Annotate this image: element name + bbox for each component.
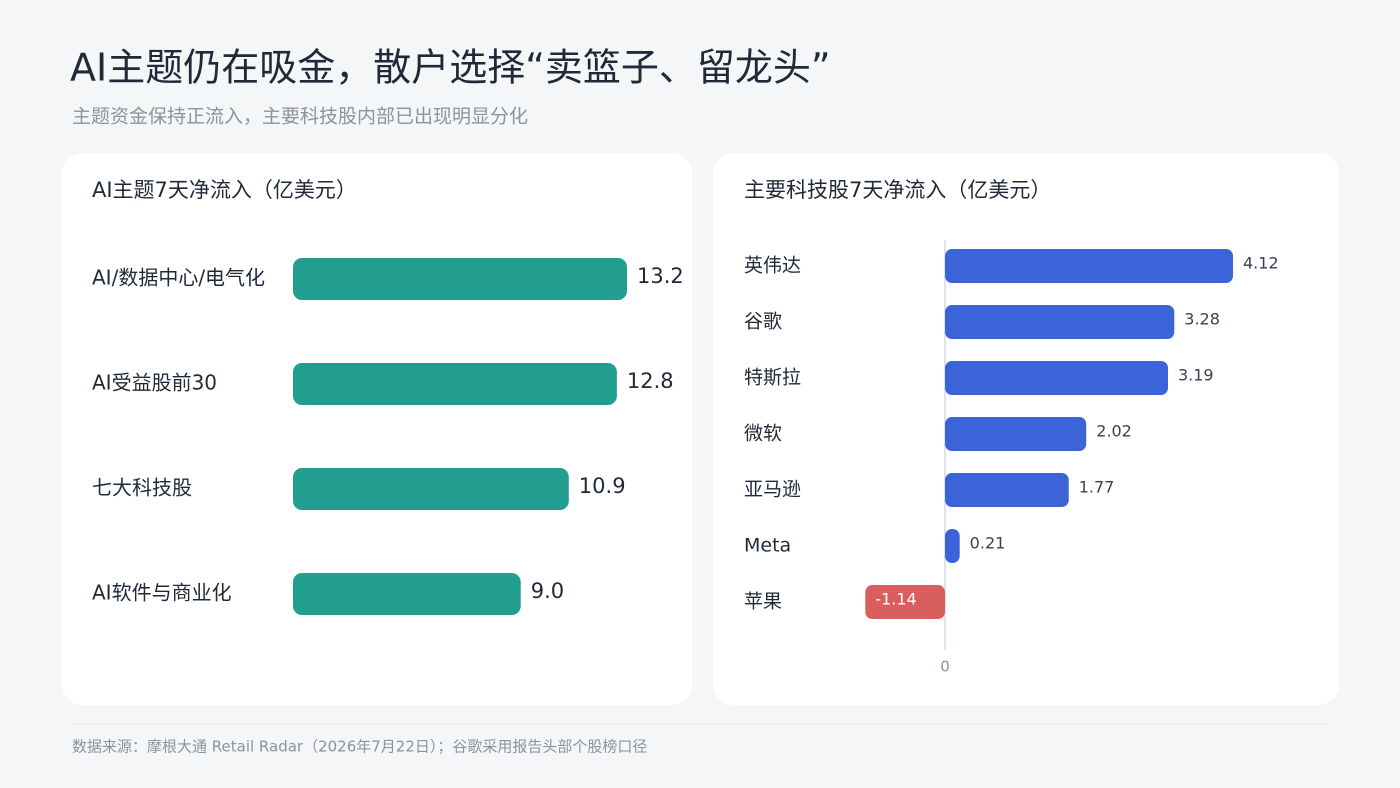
category-label: AI软件与商业化 [92,581,232,605]
value-label: 4.12 [1243,254,1279,273]
category-label: 微软 [744,423,782,445]
category-label: 英伟达 [744,255,801,277]
value-label: 3.19 [1178,366,1214,385]
value-label: 2.02 [1096,422,1132,441]
value-label: 0.21 [970,534,1006,553]
bar [945,305,1175,339]
bar [945,361,1168,395]
chart-title: AI主题7天净流入（亿美元） [92,178,357,202]
value-label: 9.0 [531,579,564,603]
bar [293,573,521,615]
category-label: AI受益股前30 [92,371,217,395]
value-label: 1.77 [1079,478,1115,497]
value-label: 12.8 [627,369,674,393]
category-label: 谷歌 [744,311,782,333]
source-note: 数据来源：摩根大通 Retail Radar（2026年7月22日）；谷歌采用报… [72,738,647,756]
category-label: 苹果 [744,591,782,613]
x-tick-label: 0 [940,658,950,676]
value-label: 3.28 [1184,310,1220,329]
category-label: 亚马逊 [744,479,801,501]
page-subtitle: 主题资金保持正流入，主要科技股内部已出现明显分化 [72,106,528,128]
card [62,153,692,705]
value-label: -1.14 [875,590,916,609]
chart-title: 主要科技股7天净流入（亿美元） [744,178,1051,202]
bar [293,258,627,300]
page-title: AI主题仍在吸金，散户选择“卖篮子、留龙头” [70,46,831,90]
bar [293,468,569,510]
bar [945,417,1087,451]
category-label: AI/数据中心/电气化 [92,266,265,290]
value-label: 10.9 [579,474,626,498]
bar [293,363,617,405]
bar [945,473,1069,507]
category-label: 特斯拉 [744,367,801,389]
value-label: 13.2 [637,264,684,288]
category-label: 七大科技股 [92,476,192,500]
bar [945,249,1233,283]
category-label: Meta [744,535,791,557]
bar [945,529,960,563]
bar [865,585,945,619]
